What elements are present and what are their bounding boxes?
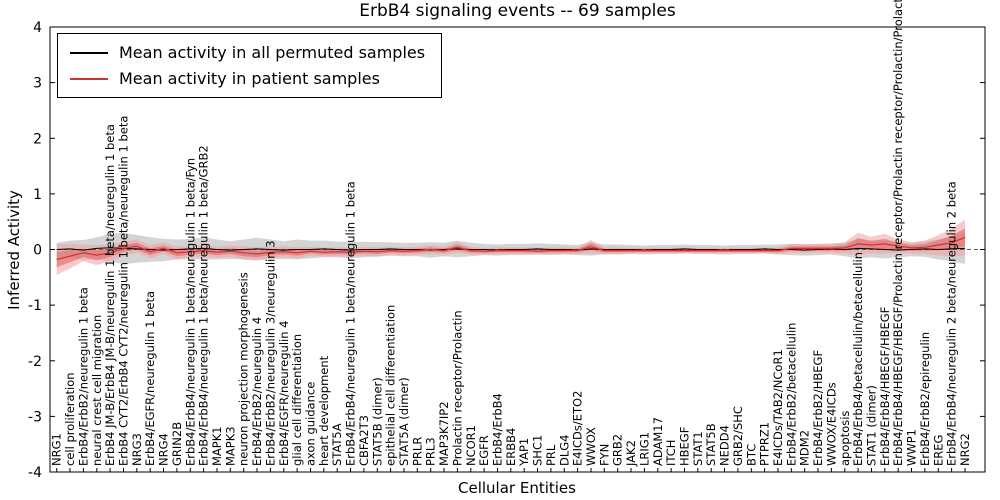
x-category-label: GRB2/SHC — [731, 406, 745, 466]
x-category-label: SHC1 — [531, 435, 545, 466]
y-tick-label: 2 — [33, 131, 42, 147]
legend-patient-line-swatch — [70, 77, 108, 80]
x-category-label: ErbB4/ErbB2/epiregulin — [918, 332, 932, 466]
legend-permuted-label: Mean activity in all permuted samples — [119, 43, 426, 62]
x-category-label: ErbB4/ErbB2/betacellulin — [784, 323, 798, 466]
legend-item-patient: Mean activity in patient samples — [70, 69, 425, 88]
x-category-label: Prolactin receptor/Prolactin — [450, 310, 464, 466]
x-category-label: WWOX — [584, 427, 598, 466]
y-tick-label: -3 — [28, 409, 42, 425]
x-category-label: MAPK1 — [210, 426, 224, 466]
x-category-label: ErbB4/ErbB2/HBEGF — [811, 350, 825, 466]
y-tick-label: 1 — [33, 187, 42, 203]
x-category-label: MAP3K7IP2 — [437, 401, 451, 466]
x-category-label: ErbB4/ErbB2/neuregulin 3/neuregulin 3 — [263, 240, 277, 466]
legend-patient-label: Mean activity in patient samples — [119, 69, 380, 88]
x-category-label: MDM2 — [798, 430, 812, 466]
y-tick-label: 4 — [33, 20, 42, 36]
x-category-label: glial cell differentiation — [290, 334, 304, 466]
x-category-label: ITCH — [664, 440, 678, 466]
x-category-label: axon guidance — [304, 382, 318, 466]
x-category-label: E4ICDs/TAB2/NCoR1 — [771, 349, 785, 466]
x-category-label: ErbB4/EGFR/neuregulin 4 — [277, 321, 291, 466]
x-category-label: MAPK3 — [223, 426, 237, 466]
x-category-label: cell proliferation — [63, 372, 77, 466]
legend: Mean activity in all permuted samples Me… — [57, 33, 443, 98]
x-category-label: NRG3 — [130, 433, 144, 466]
x-category-label: ErbB4/ErbB2/neuregulin 1 beta — [76, 287, 90, 466]
x-category-label: PRL3 — [424, 437, 438, 466]
x-category-label: JAK2 — [624, 440, 638, 467]
y-tick-label: 3 — [33, 76, 42, 92]
x-category-label: ErbB4/ErbB4/betacellulin/betacellulin — [851, 252, 865, 466]
x-category-label: NEDD4 — [718, 425, 732, 466]
x-category-label: heart development — [317, 355, 331, 466]
x-category-label: epithelial cell differentiation — [384, 305, 398, 466]
x-category-label: STAT5A — [330, 423, 344, 466]
x-category-label: DLG4 — [557, 435, 571, 467]
x-category-label: FYN — [597, 444, 611, 466]
x-category-label: GRIN2B — [170, 422, 184, 466]
x-category-label: BTC — [744, 444, 758, 466]
x-category-label: ErbB4/ErbB2/neuregulin 4 — [250, 317, 264, 466]
x-category-label: ErbB4/ErbB4 — [491, 393, 505, 466]
x-category-label: ADAM17 — [651, 417, 665, 466]
x-category-label: GRB2 — [611, 434, 625, 466]
x-category-label: LRIG1 — [637, 432, 651, 466]
y-axis-label: Inferred Activity — [5, 190, 23, 310]
x-category-label: neuron projection morphogenesis — [237, 272, 251, 466]
x-category-label: ErbB4/ErbB4/HBEGF/HBEGF/Prolactin recept… — [891, 0, 905, 466]
patient-confidence-band-inner — [56, 228, 965, 268]
x-category-label: PRL — [544, 444, 558, 466]
x-category-label: ErbB4 JM-B/ErbB4 JM-B/neuregulin 1 beta/… — [103, 124, 117, 466]
x-category-label: NRG4 — [157, 433, 171, 466]
x-category-label: ErbB4/ErbB4/neuregulin 1 beta/neuregulin… — [197, 145, 211, 466]
x-category-label: ErbB4/ErbB4/HBEGF/HBEGF — [878, 307, 892, 466]
x-category-label: E4ICDs/ETO2 — [571, 391, 585, 466]
y-tick-label: -2 — [28, 354, 42, 370]
legend-item-permuted: Mean activity in all permuted samples — [70, 43, 425, 62]
x-category-label: STAT5B — [704, 423, 718, 466]
x-category-label: ERBB4 — [504, 428, 518, 466]
x-category-label: ErbB4/EGFR/neuregulin 1 beta — [143, 291, 157, 466]
x-category-label: ErbB4/ErbB4/neuregulin 1 beta/neuregulin… — [183, 158, 197, 466]
permuted-mean-line — [56, 247, 966, 251]
x-category-label: ErbB4 CYT2/ErbB4 CYT2/neuregulin 1 beta/… — [117, 116, 131, 466]
x-category-label: NRG1 — [50, 433, 64, 466]
x-category-label: STAT1 (dimer) — [865, 385, 879, 466]
x-category-label: STAT5B (dimer) — [370, 377, 384, 466]
y-tick-label: 0 — [33, 243, 42, 259]
x-category-label: WWP1 — [905, 429, 919, 466]
x-category-label: ErbB4/ErbB4/neuregulin 1 beta/neuregulin… — [344, 181, 358, 466]
x-category-label: NCOR1 — [464, 425, 478, 466]
x-category-label: EREG — [931, 435, 945, 466]
legend-permuted-line-swatch — [70, 51, 108, 54]
x-category-label: EGFR — [477, 435, 491, 466]
x-axis-label: Cellular Entities — [458, 479, 576, 497]
x-category-label: ErbB4/ErbB4/neuregulin 2 beta/neuregulin… — [945, 181, 959, 466]
x-category-label: PTPRZ1 — [758, 422, 772, 466]
x-category-label: HBEGF — [678, 427, 692, 466]
x-category-label: neural crest cell migration — [90, 315, 104, 466]
x-category-label: NRG2 — [958, 433, 972, 466]
x-category-label: STAT1 — [691, 431, 705, 466]
x-category-label: WWOX/E4ICDs — [824, 382, 838, 466]
y-tick-label: -4 — [28, 465, 42, 481]
patient-confidence-band-outer — [56, 219, 965, 276]
x-category-label: apoptosis — [838, 411, 852, 466]
x-category-label: PRLR — [410, 437, 424, 466]
x-category-label: YAP1 — [517, 438, 531, 467]
x-category-label: CBFA2T3 — [357, 415, 371, 466]
y-tick-label: -1 — [28, 298, 42, 314]
x-category-label: STAT5A (dimer) — [397, 377, 411, 466]
patient-mean-line — [56, 236, 966, 261]
